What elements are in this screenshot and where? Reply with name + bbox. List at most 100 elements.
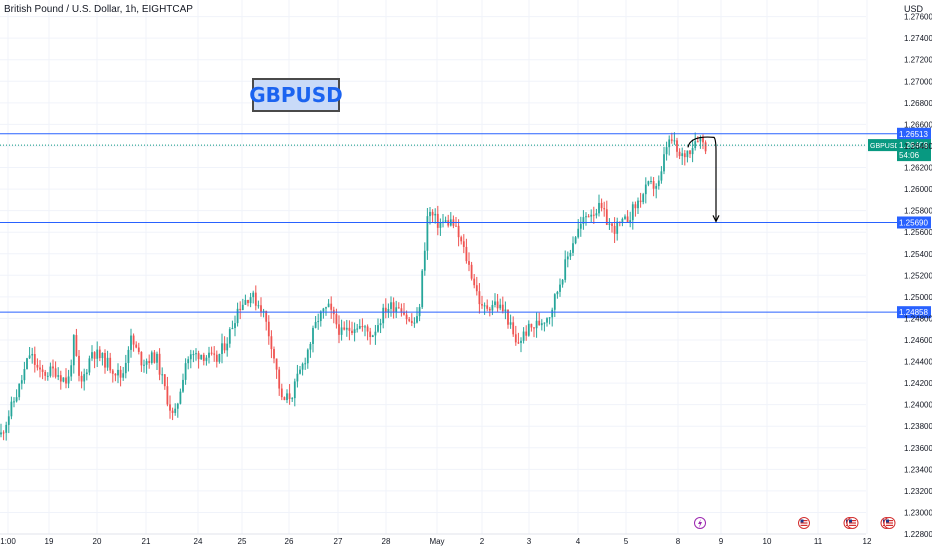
candle-bullish xyxy=(566,256,569,260)
candle-bullish xyxy=(699,137,702,142)
candle-bullish xyxy=(390,302,392,309)
candle-bullish xyxy=(0,432,2,435)
candle-bullish xyxy=(234,323,236,329)
candle-bullish xyxy=(189,354,192,360)
level-price-badge[interactable] xyxy=(897,127,931,140)
price-tick-label: 1.27600 xyxy=(904,13,932,22)
time-tick-label: 10 xyxy=(763,537,772,546)
flag-stripe xyxy=(800,524,808,526)
price-tick-label: 1.26800 xyxy=(904,99,932,108)
candle-bullish xyxy=(509,322,512,325)
candle-bearish xyxy=(283,397,286,401)
price-tick-label: 1.24600 xyxy=(904,336,932,345)
candle-bearish xyxy=(397,307,400,309)
candle-bullish xyxy=(657,180,660,187)
candle-bullish xyxy=(218,353,221,362)
candle-bullish xyxy=(345,327,348,330)
candle-bearish xyxy=(148,360,151,363)
price-tick-label: 1.24400 xyxy=(904,358,932,367)
candle-bullish xyxy=(421,270,424,308)
candle-bullish xyxy=(577,228,580,238)
candle-bearish xyxy=(338,324,340,335)
candle-bullish xyxy=(572,243,574,253)
candle-bearish xyxy=(119,369,122,378)
candle-bearish xyxy=(265,310,268,322)
level-price-text: 1.24858 xyxy=(899,308,928,317)
time-axis[interactable]: 1:00 19 20 21 24 25 26 27 28 May 2 3 4 5 8 9 10 11 12 xyxy=(0,533,872,546)
candle-bullish xyxy=(616,221,619,234)
candle-bullish xyxy=(564,259,567,280)
price-tick-label: 1.23000 xyxy=(904,508,932,517)
candle-bullish xyxy=(15,397,18,402)
candle-bullish xyxy=(174,408,177,413)
candle-bearish xyxy=(408,319,411,321)
projection-arrow-path[interactable] xyxy=(687,136,717,222)
projection-arrow[interactable] xyxy=(687,136,720,223)
current-symbol-text: GBPUSD xyxy=(870,143,900,150)
current-price-badge[interactable] xyxy=(897,139,931,162)
candle-bullish xyxy=(314,321,317,328)
event-markers[interactable] xyxy=(694,517,896,529)
candle-bullish xyxy=(559,284,561,292)
candle-bullish xyxy=(156,353,158,363)
level-price-badge[interactable] xyxy=(897,216,931,229)
flag-stripe xyxy=(886,520,893,522)
candle-bullish xyxy=(585,216,587,218)
candle-bullish xyxy=(72,335,75,366)
candle-bearish xyxy=(457,225,460,238)
candle-bearish xyxy=(683,153,686,158)
flag-canton xyxy=(886,519,889,523)
candle-bearish xyxy=(696,141,699,143)
candle-bullish xyxy=(353,329,356,334)
price-tick-label: 1.22800 xyxy=(904,530,932,539)
candle-bearish xyxy=(351,330,353,334)
candle-bullish xyxy=(561,279,564,285)
level-price-badge[interactable] xyxy=(897,306,931,319)
flag-stripe xyxy=(849,520,856,522)
candle-bearish xyxy=(59,375,62,382)
candle-bullish xyxy=(608,223,611,225)
candle-bullish xyxy=(182,379,184,392)
symbol-annotation-box[interactable]: GBPUSD xyxy=(249,78,343,112)
current-price-text: 1.26408 xyxy=(899,141,928,150)
candle-bearish xyxy=(392,302,395,313)
candle-bullish xyxy=(590,214,593,217)
candle-bullish xyxy=(124,362,127,374)
candle-bearish xyxy=(462,241,465,247)
candle-bullish xyxy=(483,305,486,307)
candle-bullish xyxy=(143,364,145,366)
candle-bearish xyxy=(634,204,637,209)
candle-bullish xyxy=(621,218,624,223)
candle-bullish xyxy=(291,398,294,400)
candle-bullish xyxy=(200,354,203,360)
candle-bearish xyxy=(169,404,171,411)
candle-bullish xyxy=(379,323,382,326)
candle-bullish xyxy=(553,294,556,310)
price-axis[interactable]: 1.27600 1.27400 1.27200 1.27000 1.26800 1.266… xyxy=(904,13,932,539)
candle-bearish xyxy=(478,291,481,305)
candle-bullish xyxy=(681,153,684,157)
candle-bearish xyxy=(278,369,281,389)
price-tick-label: 1.23200 xyxy=(904,487,932,496)
chart-symbol-title[interactable]: British Pound / U.S. Dollar, 1h, EIGHTCA… xyxy=(4,4,193,15)
time-tick-label: 26 xyxy=(285,537,294,546)
candle-bearish xyxy=(343,327,346,330)
candle-bullish xyxy=(7,416,10,425)
candle-bullish xyxy=(106,357,109,368)
candle-bullish xyxy=(387,308,390,313)
candle-bullish xyxy=(520,340,522,343)
price-tick-label: 1.27200 xyxy=(904,56,932,65)
candle-bullish xyxy=(418,307,421,317)
candle-bullish xyxy=(598,202,600,214)
flag-stripe xyxy=(849,522,856,524)
candle-bearish xyxy=(405,314,408,320)
candle-bearish xyxy=(530,323,533,328)
candle-bullish xyxy=(26,358,28,370)
countdown-text: 54:06 xyxy=(899,151,920,160)
current-symbol-badge[interactable] xyxy=(868,139,897,152)
candle-bullish xyxy=(145,360,148,365)
candle-bearish xyxy=(78,355,80,376)
time-tick-label: 5 xyxy=(624,537,629,546)
